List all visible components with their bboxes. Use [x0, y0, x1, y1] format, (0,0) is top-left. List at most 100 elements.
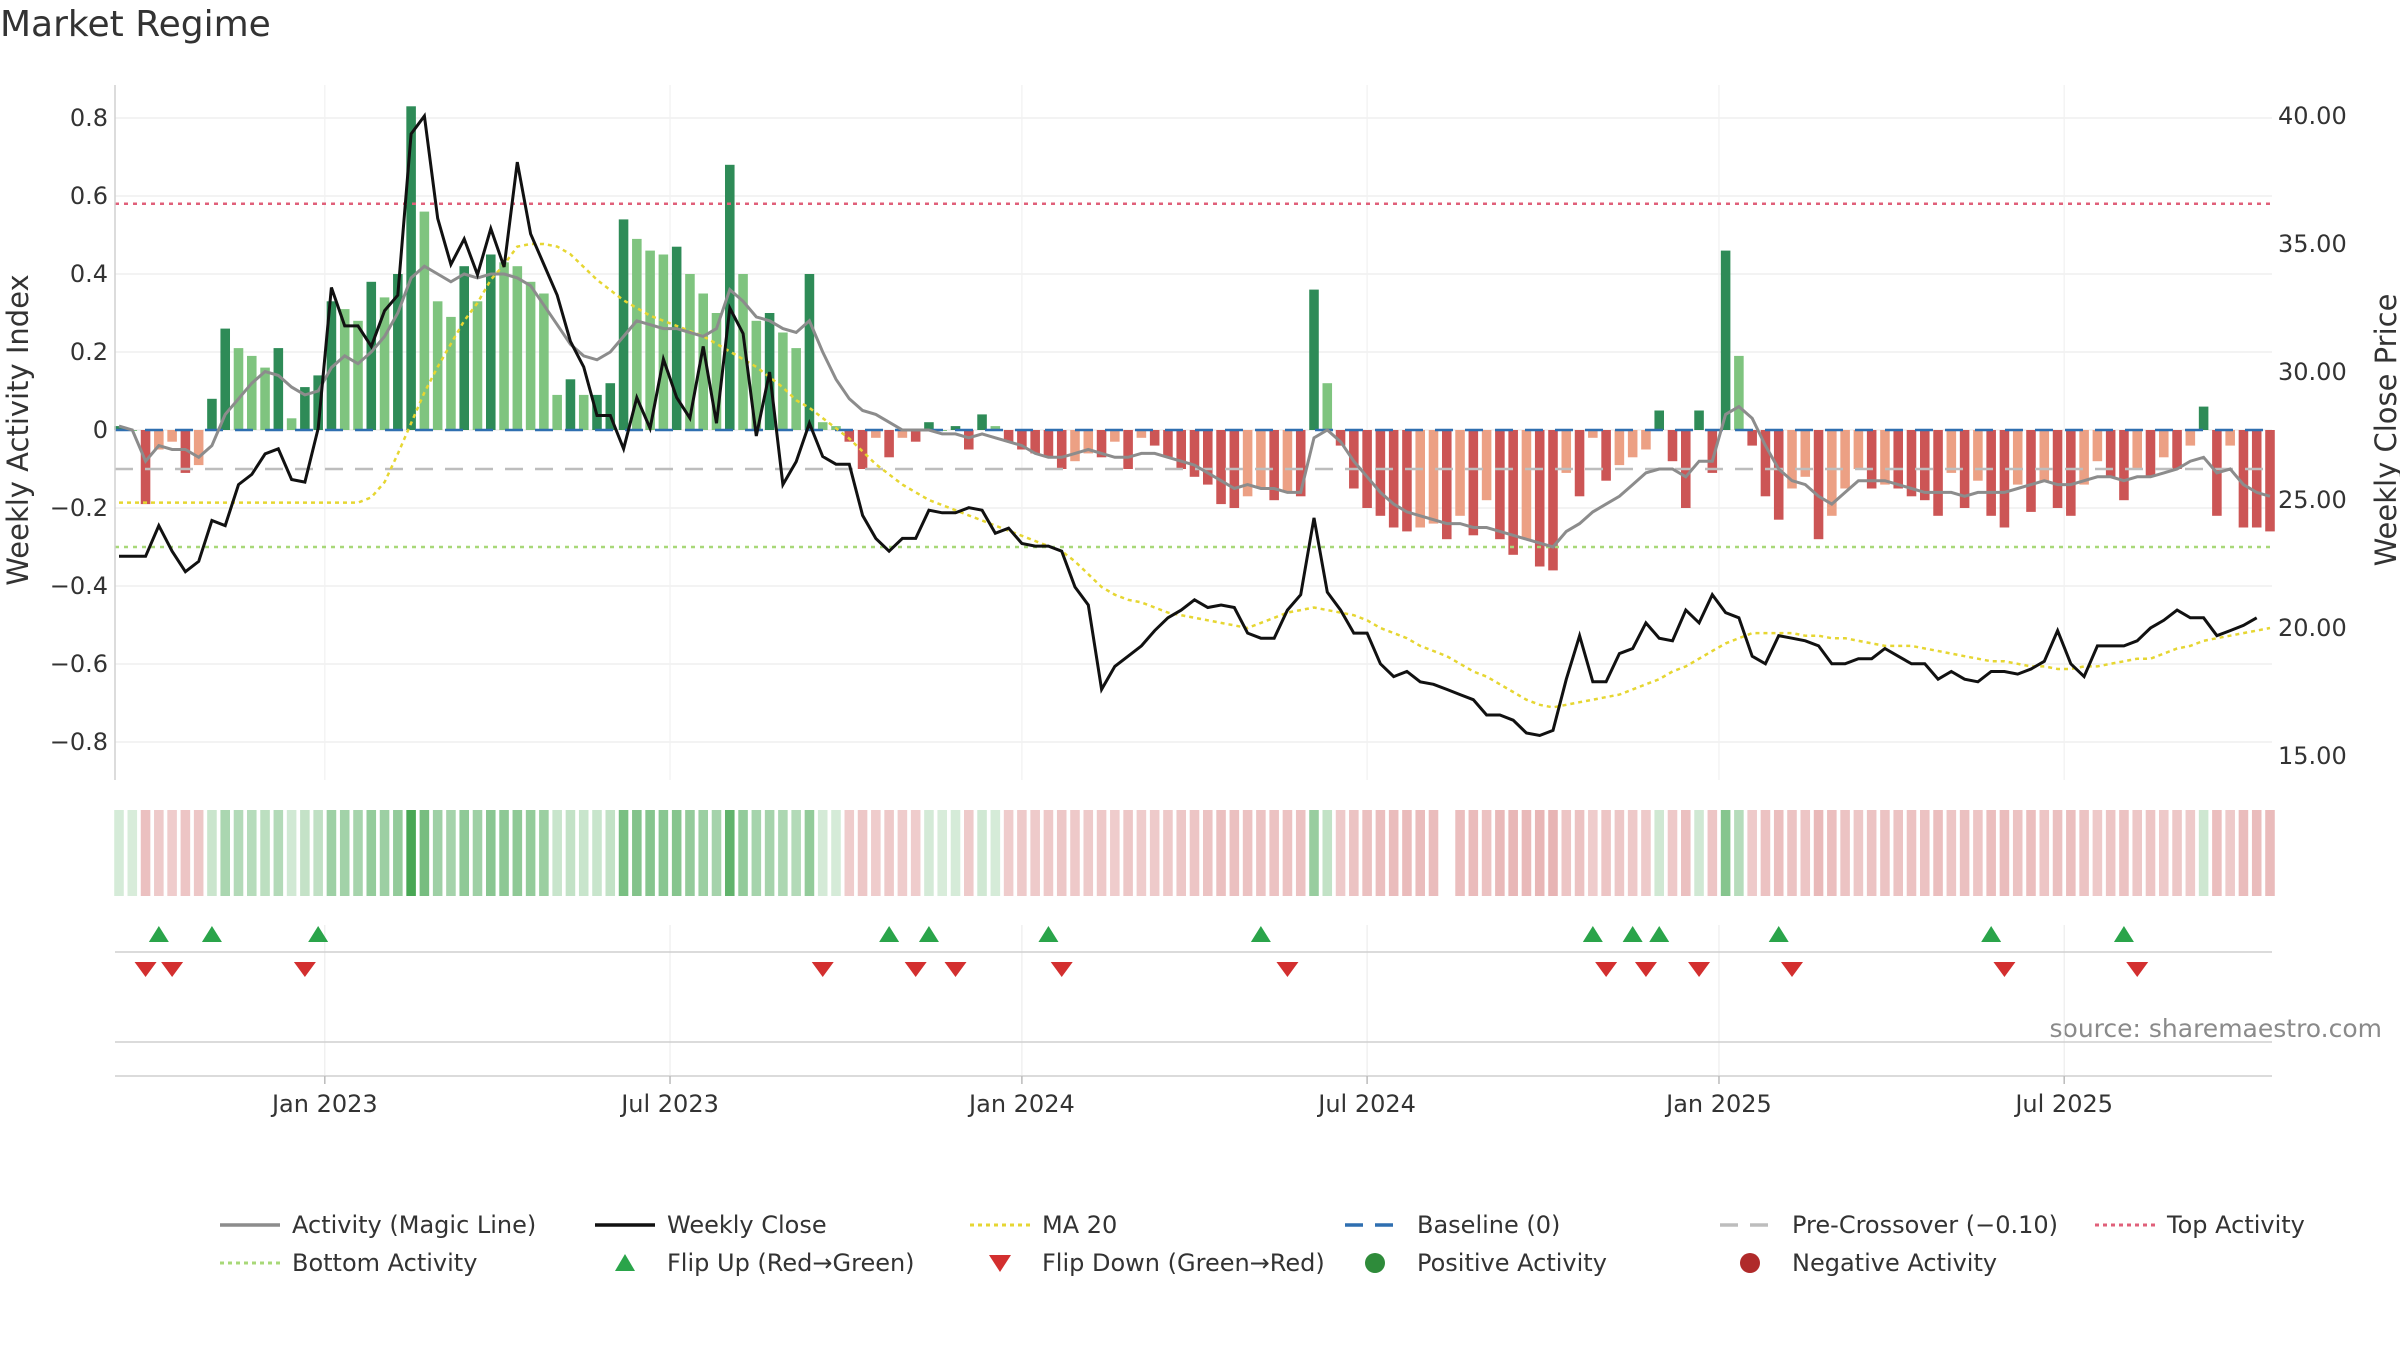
heat-cell [2238, 810, 2249, 896]
heat-cell [2105, 810, 2116, 896]
activity-bar [817, 422, 828, 430]
activity-bar [1534, 430, 1545, 567]
heat-cell [592, 810, 602, 896]
activity-bar [2198, 406, 2209, 430]
heat-cell [1986, 810, 1996, 896]
activity-bar [180, 430, 191, 473]
flip-up-marker [201, 926, 222, 942]
activity-bar [539, 293, 549, 430]
legend-label: Positive Activity [1417, 1249, 1607, 1277]
y-left-tick-label: 0 [93, 416, 108, 444]
legend-item: Baseline (0) [1345, 1211, 1560, 1239]
heat-cell [844, 810, 855, 896]
legend-label: Flip Up (Red→Green) [667, 1249, 915, 1277]
activity-bar [685, 274, 695, 430]
y-axis-left-label: Weekly Activity Index [1, 274, 35, 585]
activity-bar [1707, 430, 1718, 473]
y-left-tick-label: 0.6 [70, 182, 108, 210]
flip-down-marker [1781, 962, 1803, 977]
heat-cell [459, 810, 470, 896]
activity-bar [2119, 430, 2129, 501]
heat-cell [2172, 810, 2182, 896]
activity-bar [2225, 430, 2235, 446]
heat-cell [419, 810, 430, 896]
activity-bar [778, 332, 788, 430]
activity-bar [1893, 430, 1904, 489]
activity-bar [1322, 383, 1333, 430]
legend: Activity (Magic Line) Weekly Close MA 20 Ba… [220, 1211, 2305, 1277]
activity-bar [1946, 430, 1957, 473]
heat-cell [406, 810, 416, 896]
activity-bar [1986, 430, 1996, 516]
activity-bar [1216, 430, 1226, 505]
heat-cell [1561, 810, 1572, 896]
activity-bar [924, 422, 934, 430]
activity-bar [1853, 430, 1864, 469]
activity-bar [300, 387, 310, 430]
activity-bar [1561, 430, 1572, 473]
activity-bar [379, 297, 390, 430]
activity-bar [1202, 430, 1213, 485]
activity-bar [871, 430, 881, 438]
heat-cell [300, 810, 310, 896]
heat-cell [127, 810, 138, 896]
heat-cell [937, 810, 948, 896]
activity-bar [1269, 430, 1279, 501]
heat-cell [2052, 810, 2063, 896]
activity-bar [1827, 430, 1837, 516]
legend-item: Positive Activity [1365, 1249, 1607, 1277]
flip-up-marker [1250, 926, 1271, 942]
heat-cell [2026, 810, 2036, 896]
heat-cell [193, 810, 204, 896]
heat-cell [897, 810, 908, 896]
legend-item: MA 20 [970, 1211, 1117, 1239]
heat-cell [140, 810, 151, 896]
heat-cell [2132, 810, 2143, 896]
flip-down-marker [811, 962, 834, 977]
activity-bar [884, 430, 894, 458]
heat-cell [1295, 810, 1306, 896]
heat-cell [1654, 810, 1665, 896]
activity-bar [1003, 430, 1014, 442]
y-left-tick-label: 0.8 [70, 104, 108, 132]
flip-up-marker [1649, 926, 1670, 942]
heat-cell [751, 810, 762, 896]
heat-cell [1216, 810, 1226, 896]
activity-bar [990, 426, 1001, 430]
y-right-tick-label: 20.00 [2278, 614, 2347, 642]
flip-down-marker [134, 962, 157, 977]
heat-cell [711, 810, 722, 896]
heat-cell [539, 810, 549, 896]
activity-bar [393, 274, 403, 430]
flip-down-marker [944, 962, 967, 977]
heat-cell [1096, 810, 1107, 896]
activity-bar [1256, 430, 1266, 489]
activity-bar [632, 238, 642, 430]
heat-cell [1415, 810, 1426, 896]
flip-down-marker [1050, 962, 1073, 977]
activity-bar [1481, 430, 1492, 501]
activity-bar [207, 398, 217, 430]
activity-bar [764, 313, 775, 430]
activity-bar [1601, 430, 1611, 481]
activity-bar [1959, 430, 1970, 508]
heat-cell [1627, 810, 1638, 896]
heat-cell [2251, 810, 2262, 896]
activity-bar [1999, 430, 2010, 528]
activity-bar [1282, 430, 1293, 493]
activity-bar [1295, 430, 1306, 497]
ma20-line [119, 242, 2271, 709]
y-right-tick-label: 35.00 [2278, 230, 2347, 258]
activity-bar [1030, 430, 1040, 454]
heat-cell [1481, 810, 1492, 896]
activity-bar [525, 281, 536, 430]
x-tick-label: Jan 2025 [1664, 1090, 1772, 1118]
heat-cell [432, 810, 443, 896]
heat-cell [1468, 810, 1479, 896]
heat-cell [1919, 810, 1930, 896]
y-left-tick-label: −0.6 [50, 650, 108, 678]
activity-bar [1813, 430, 1824, 540]
heat-cell [817, 810, 828, 896]
x-tick-label: Jul 2025 [2013, 1090, 2113, 1118]
activity-bar [2026, 430, 2036, 512]
